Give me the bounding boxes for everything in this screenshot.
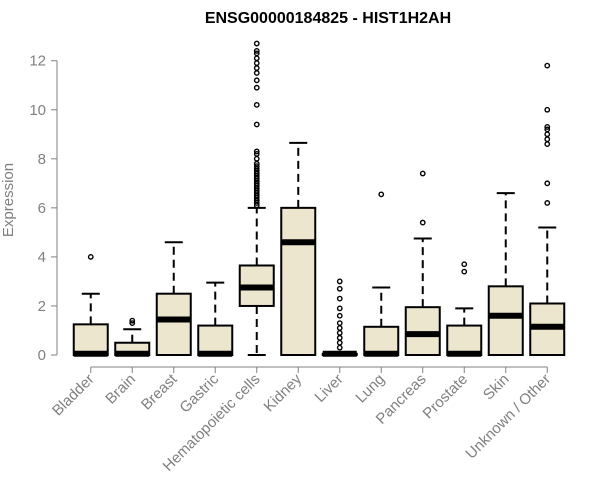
outlier-point	[378, 191, 385, 198]
y-tick-label-8: 8	[38, 151, 46, 168]
outlier-point	[419, 219, 426, 226]
outlier-point	[419, 170, 426, 177]
outlier-point	[253, 60, 260, 67]
outlier-point	[544, 126, 551, 133]
y-axis-label: Expression	[0, 163, 17, 237]
outlier-point	[461, 261, 468, 268]
box-11	[487, 192, 524, 357]
box-12	[529, 62, 566, 356]
outlier-point	[336, 325, 343, 331]
category-label-1: Bladder	[49, 371, 98, 420]
x-axis	[90, 366, 548, 373]
outlier-point	[253, 101, 260, 108]
category-label-7: Liver	[312, 371, 347, 406]
category-label-11: Skin	[480, 371, 513, 404]
outlier-point	[253, 70, 260, 76]
outlier-point	[253, 121, 260, 128]
category-label-6: Kidney	[261, 370, 306, 415]
box-2	[114, 317, 151, 357]
y-tick-label-4: 4	[38, 249, 46, 266]
box-rect	[363, 325, 400, 356]
outlier-point	[253, 65, 260, 71]
box-rect	[487, 285, 524, 357]
category-label-8: Lung	[352, 371, 388, 407]
outlier-point	[336, 330, 343, 336]
box-1	[72, 254, 109, 357]
outlier-point	[336, 339, 343, 346]
outlier-point	[336, 320, 343, 327]
category-label-3: Breast	[138, 370, 181, 413]
outlier-point	[253, 155, 260, 162]
outlier-point	[544, 131, 551, 138]
outlier-point	[253, 50, 260, 57]
outlier-point	[253, 77, 260, 84]
outlier-point	[253, 40, 260, 47]
box-rect	[72, 323, 109, 357]
y-tick-label-0: 0	[38, 347, 46, 364]
box-rect	[404, 306, 441, 356]
box-8	[363, 191, 400, 357]
outlier-point	[461, 268, 468, 275]
box-9	[404, 170, 441, 356]
outlier-point	[336, 278, 343, 285]
outlier-point	[336, 334, 343, 341]
box-rect	[197, 324, 234, 357]
outlier-point	[253, 151, 260, 157]
outlier-point	[544, 200, 551, 206]
box-rect	[155, 292, 192, 357]
y-axis: 0 2 4 6 8 10 12	[29, 53, 58, 364]
outlier-point	[336, 312, 343, 319]
outlier-point	[336, 285, 343, 292]
box-3	[155, 241, 192, 357]
box-5	[238, 40, 275, 356]
outlier-point	[253, 148, 260, 155]
box-6	[280, 141, 317, 356]
outlier-point	[544, 141, 551, 147]
outlier-point	[129, 317, 136, 324]
chart-title: ENSG00000184825 - HIST1H2AH	[205, 10, 451, 27]
category-label-2: Brain	[102, 371, 139, 408]
y-tick-label-10: 10	[29, 102, 46, 119]
outlier-point	[544, 136, 551, 143]
outlier-point	[544, 124, 551, 130]
outlier-point	[336, 344, 343, 351]
box-10	[446, 261, 483, 357]
box-series	[72, 40, 566, 357]
outlier-point	[253, 55, 260, 62]
outlier-point	[336, 295, 343, 302]
box-rect	[446, 324, 483, 357]
outlier-point	[129, 320, 136, 327]
y-tick-label-12: 12	[29, 53, 46, 70]
y-tick-label-2: 2	[38, 298, 46, 315]
box-7	[321, 278, 358, 357]
outlier-point	[544, 106, 551, 113]
outlier-point	[544, 62, 551, 69]
outlier-point	[253, 48, 260, 54]
y-tick-label-6: 6	[38, 200, 46, 217]
outlier-point	[87, 254, 94, 260]
outlier-point	[336, 305, 343, 312]
box-4	[197, 281, 234, 357]
outlier-point	[253, 84, 260, 91]
box-rect	[280, 206, 317, 356]
outlier-point	[544, 180, 551, 187]
outlier-point	[253, 163, 260, 170]
category-label-10: Prostate	[420, 371, 472, 423]
